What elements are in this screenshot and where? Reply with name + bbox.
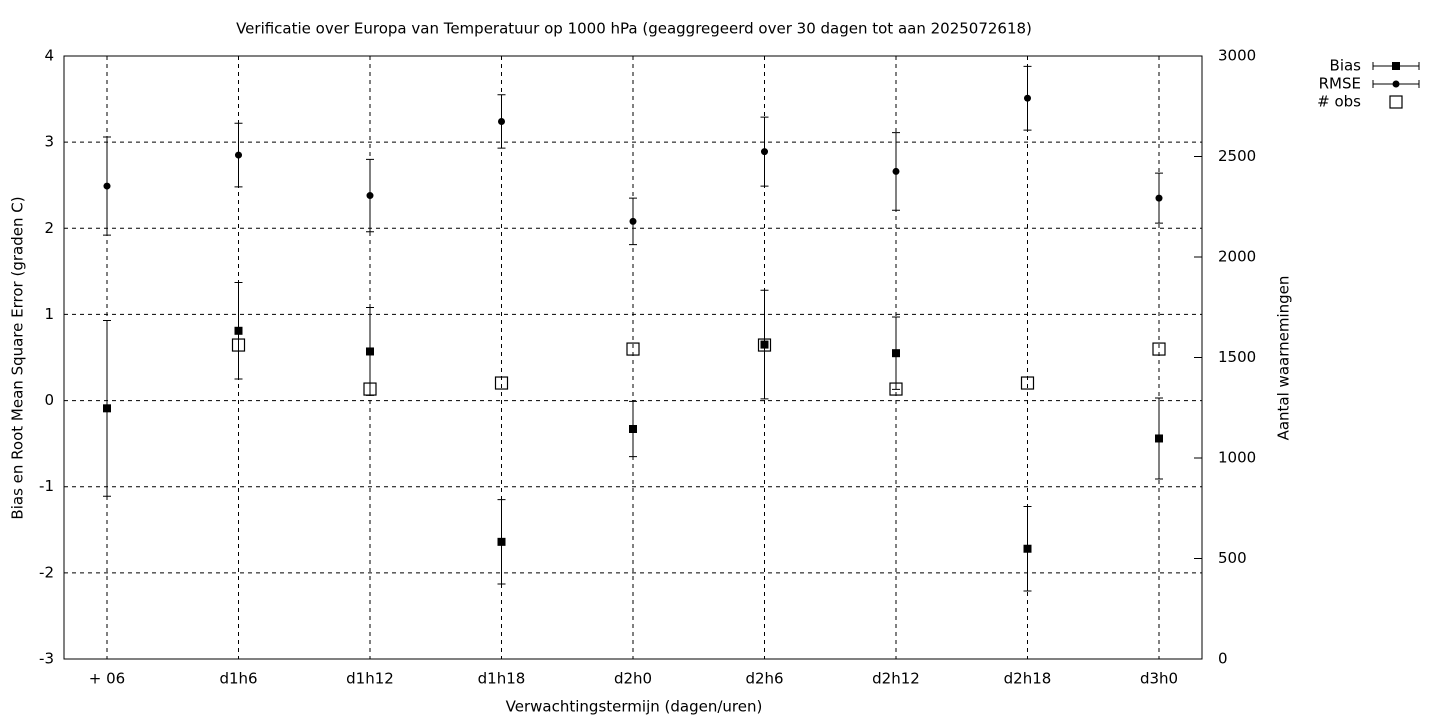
y2-tick-label: 1000 [1218, 449, 1256, 467]
chart-title: Verificatie over Europa van Temperatuur … [236, 20, 1032, 38]
data-point [761, 148, 768, 156]
data-point [363, 382, 377, 396]
y-tick-label: -2 [39, 563, 54, 581]
y-tick-label: -3 [39, 650, 54, 668]
data-point [892, 167, 900, 175]
data-point [366, 192, 374, 200]
x-tick-label: d1h12 [346, 670, 394, 688]
data-point [1152, 342, 1166, 356]
y-tick-label: 1 [44, 305, 54, 323]
legend-marker [1392, 80, 1400, 88]
legend-label: # obs [1317, 93, 1361, 111]
y2-tick-label: 2500 [1218, 147, 1256, 165]
data-point [1023, 544, 1032, 553]
y-axis-label: Bias en Root Mean Square Error (graden C… [9, 196, 27, 519]
x-tick-label: d1h6 [219, 670, 257, 688]
data-point [892, 349, 900, 358]
data-point [494, 376, 509, 390]
data-point [1024, 94, 1031, 102]
y2-tick-label: 2000 [1218, 248, 1256, 266]
y2-axis-label: Aantal waarnemingen [1275, 276, 1293, 441]
data-point [231, 338, 246, 352]
plot-frame [63, 55, 1203, 660]
y-tick-label: 3 [44, 133, 54, 151]
legend-marker [1389, 95, 1403, 109]
data-point [629, 217, 637, 225]
data-point [498, 117, 505, 125]
x-axis-label: Verwachtingstermijn (dagen/uren) [506, 698, 763, 716]
data-point [889, 382, 903, 396]
x-tick-label: d1h18 [478, 670, 526, 688]
x-tick-label: d2h12 [872, 670, 920, 688]
y-tick-label: 0 [44, 391, 54, 409]
data-point [629, 424, 637, 433]
y2-tick-label: 500 [1218, 549, 1247, 567]
y2-tick-label: 1500 [1218, 348, 1256, 366]
y2-tick-label: 3000 [1218, 47, 1256, 65]
data-point [497, 537, 506, 546]
data-point [626, 342, 640, 356]
data-point [103, 404, 111, 413]
data-point [760, 340, 769, 349]
y2-tick-label: 0 [1218, 650, 1228, 668]
data-point [1155, 434, 1163, 443]
data-point [235, 151, 242, 159]
legend-label: RMSE [1319, 75, 1361, 93]
y-tick-label: 4 [44, 47, 54, 65]
data-point [757, 338, 772, 352]
data-point [1155, 194, 1163, 202]
data-point [103, 182, 111, 190]
data-point [1020, 376, 1035, 390]
data-point [366, 347, 374, 356]
x-tick-label: d2h18 [1004, 670, 1052, 688]
x-tick-label: d2h6 [745, 670, 783, 688]
x-tick-label: + 06 [89, 670, 125, 688]
legend-marker [1392, 62, 1400, 70]
legend-label: Bias [1330, 57, 1362, 75]
y-tick-label: -1 [39, 477, 54, 495]
data-point [234, 326, 243, 335]
x-tick-label: d2h0 [614, 670, 652, 688]
x-tick-label: d3h0 [1140, 670, 1178, 688]
y-tick-label: 2 [44, 219, 54, 237]
